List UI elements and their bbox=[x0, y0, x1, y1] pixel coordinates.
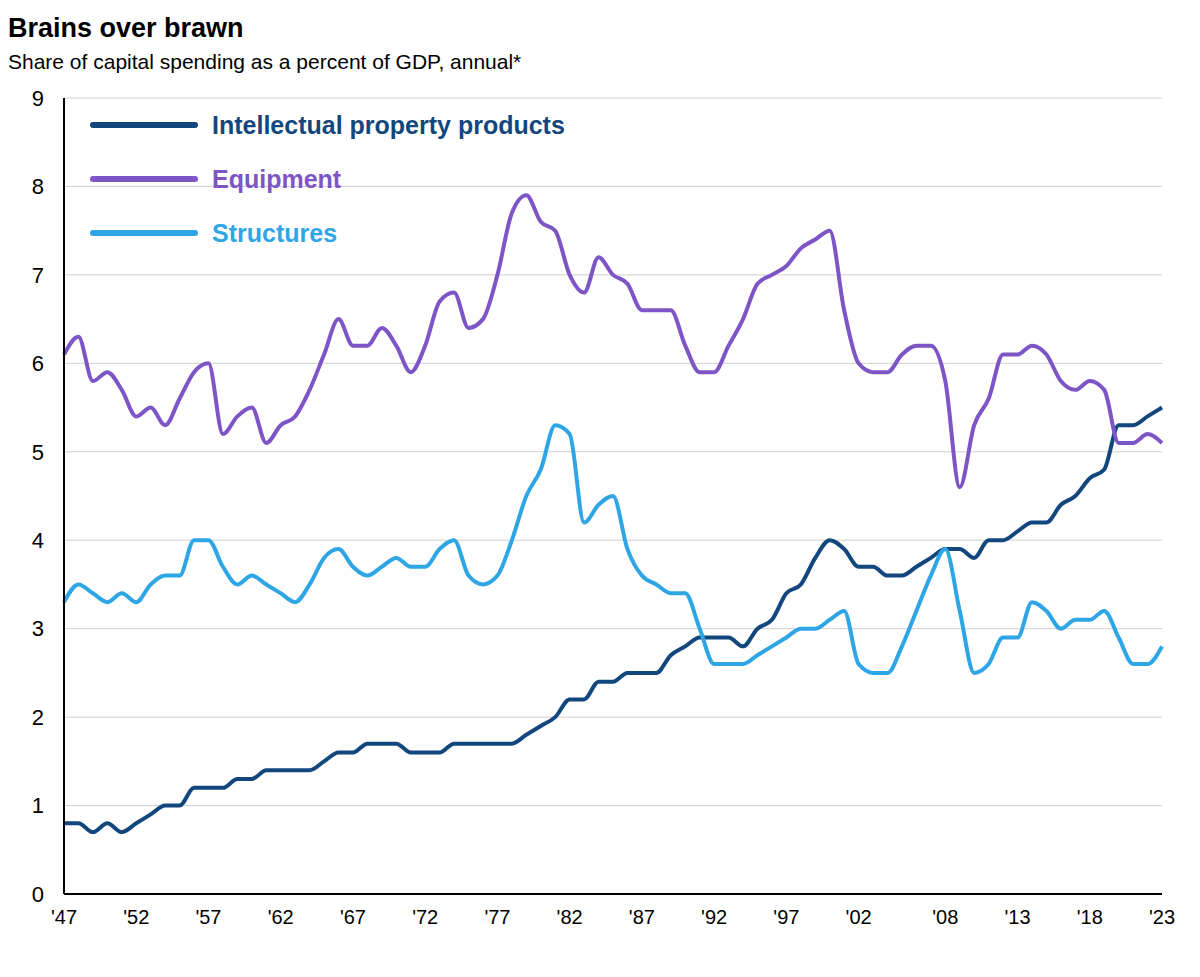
svg-text:'62: '62 bbox=[268, 906, 294, 928]
svg-text:'92: '92 bbox=[701, 906, 727, 928]
html-text:Equipment: Equipment bbox=[212, 164, 342, 193]
svg-text:'72: '72 bbox=[412, 906, 438, 928]
svg-text:6: 6 bbox=[32, 351, 44, 376]
svg-text:'87: '87 bbox=[629, 906, 655, 928]
html-text:Intellectual property products: Intellectual property products bbox=[212, 110, 565, 139]
html-text:Structures: Structures bbox=[212, 218, 337, 247]
svg-text:3: 3 bbox=[32, 616, 44, 641]
svg-text:4: 4 bbox=[32, 528, 44, 553]
svg-text:9: 9 bbox=[32, 86, 44, 111]
svg-text:'47: '47 bbox=[51, 906, 77, 928]
svg-text:0: 0 bbox=[32, 882, 44, 907]
svg-text:2: 2 bbox=[32, 705, 44, 730]
svg-text:'77: '77 bbox=[484, 906, 510, 928]
svg-text:'97: '97 bbox=[773, 906, 799, 928]
svg-text:8: 8 bbox=[32, 174, 44, 199]
svg-text:1: 1 bbox=[32, 793, 44, 818]
svg-text:'08: '08 bbox=[932, 906, 958, 928]
svg-text:'67: '67 bbox=[340, 906, 366, 928]
svg-text:'57: '57 bbox=[195, 906, 221, 928]
svg-text:'02: '02 bbox=[846, 906, 872, 928]
svg-text:7: 7 bbox=[32, 263, 44, 288]
svg-text:5: 5 bbox=[32, 440, 44, 465]
svg-text:'52: '52 bbox=[123, 906, 149, 928]
html-text:Brains over brawn: Brains over brawn bbox=[8, 13, 244, 43]
html-text:Share of capital spending as a: Share of capital spending as a percent o… bbox=[8, 50, 522, 73]
svg-text:'23: '23 bbox=[1149, 906, 1175, 928]
svg-text:'13: '13 bbox=[1004, 906, 1030, 928]
svg-text:'18: '18 bbox=[1077, 906, 1103, 928]
svg-text:'82: '82 bbox=[557, 906, 583, 928]
